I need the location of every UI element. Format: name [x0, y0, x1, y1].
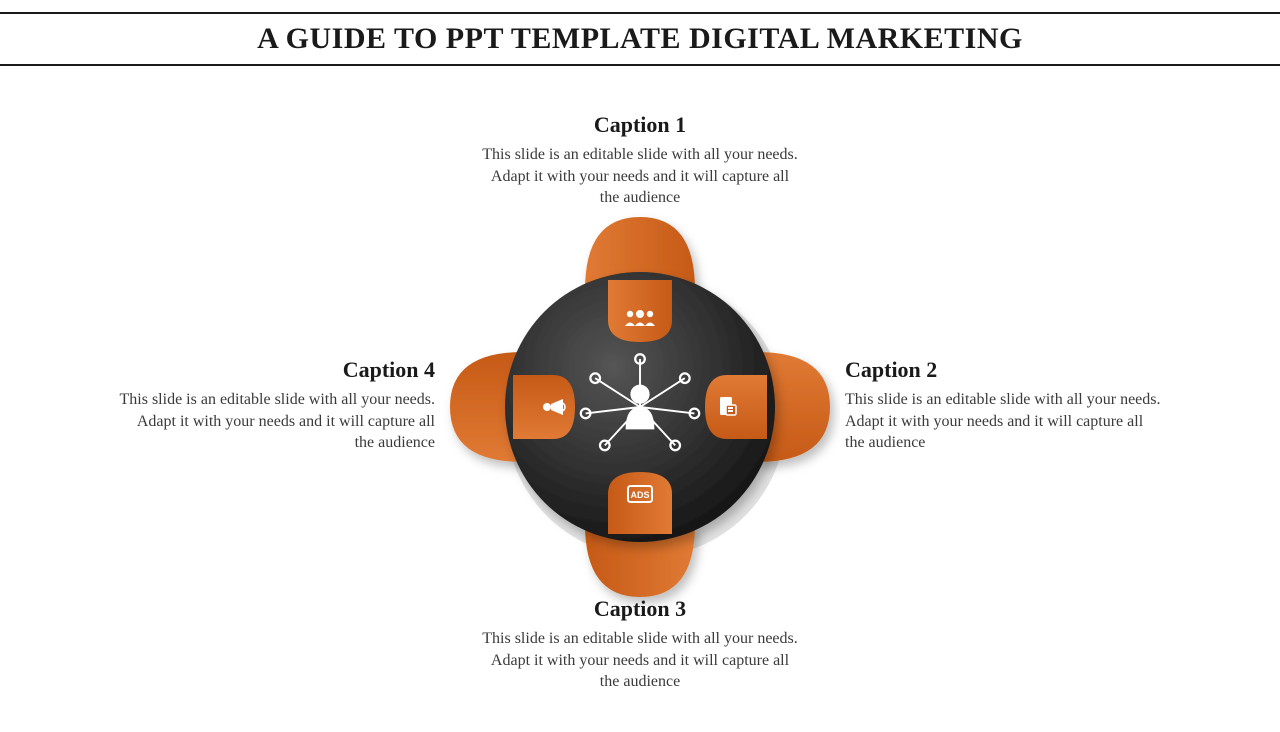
caption-title: Caption 2 [845, 357, 1165, 383]
caption-bottom: Caption 3 This slide is an editable slid… [480, 596, 800, 693]
caption-top: Caption 1 This slide is an editable slid… [480, 112, 800, 209]
title-bar: A GUIDE TO PPT TEMPLATE DIGITAL MARKETIN… [0, 12, 1280, 66]
caption-title: Caption 1 [480, 112, 800, 138]
caption-left: Caption 4 This slide is an editable slid… [115, 357, 435, 454]
caption-body: This slide is an editable slide with all… [480, 628, 800, 693]
caption-body: This slide is an editable slide with all… [115, 389, 435, 454]
caption-body: This slide is an editable slide with all… [845, 389, 1165, 454]
caption-body: This slide is an editable slide with all… [480, 144, 800, 209]
caption-right: Caption 2 This slide is an editable slid… [845, 357, 1165, 454]
caption-title: Caption 3 [480, 596, 800, 622]
caption-title: Caption 4 [115, 357, 435, 383]
svg-text:ADS: ADS [630, 490, 649, 500]
page-title: A GUIDE TO PPT TEMPLATE DIGITAL MARKETIN… [0, 22, 1280, 56]
diagram-stage: ADS Caption 1 This slide is an editable … [0, 82, 1280, 732]
hub-graphic: ADS [440, 207, 840, 607]
hub-svg: ADS [440, 207, 840, 607]
